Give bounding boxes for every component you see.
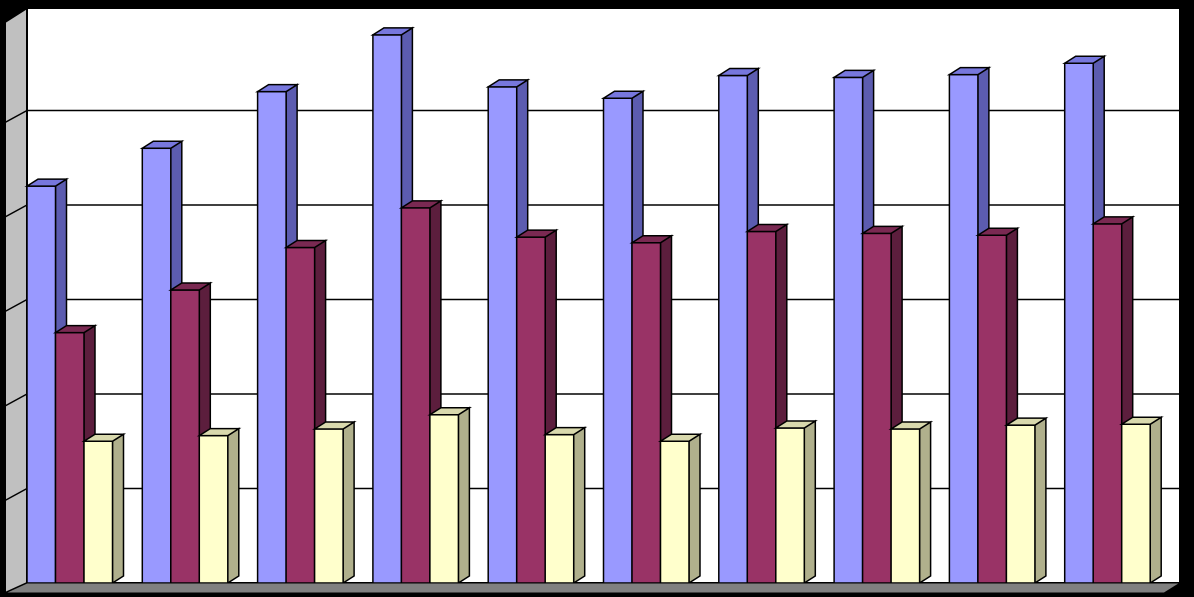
bar — [398, 199, 444, 585]
bar-top — [975, 227, 1020, 236]
bar-side — [227, 427, 240, 585]
bar — [542, 426, 588, 585]
bar-front — [285, 246, 316, 584]
bar-top — [485, 79, 531, 88]
bar-top — [52, 324, 98, 334]
bar-front — [313, 428, 344, 584]
bar — [81, 432, 127, 585]
bar-top — [24, 178, 70, 187]
bars — [24, 26, 1164, 585]
bar-side — [457, 406, 471, 585]
gridline-side — [4, 393, 28, 407]
bar-top — [1003, 417, 1049, 426]
bar-top — [716, 67, 761, 77]
bar-top — [81, 433, 127, 442]
gridline-side — [4, 109, 28, 124]
bar-front — [26, 185, 57, 584]
bar-top — [370, 27, 415, 36]
bar-top — [657, 433, 703, 442]
bar-front — [1092, 223, 1123, 584]
bar-side — [803, 419, 817, 585]
bar-top — [514, 229, 559, 238]
bar-top — [888, 421, 934, 430]
bar-front — [487, 86, 518, 584]
bar-front — [170, 289, 201, 584]
bar-side — [688, 432, 701, 585]
bar-top — [255, 83, 300, 93]
bar-side — [1034, 416, 1047, 585]
bar-top — [773, 420, 818, 429]
bar — [1003, 416, 1049, 585]
bar-top — [283, 239, 329, 249]
bar-front — [861, 232, 892, 584]
bar — [312, 420, 357, 585]
bar — [744, 223, 790, 585]
bar-front — [544, 433, 575, 584]
gridline-side — [4, 298, 28, 313]
bar-front — [429, 414, 460, 584]
bar-top — [196, 427, 242, 437]
bar — [657, 432, 703, 585]
bar-front — [54, 331, 85, 584]
bar-front — [515, 236, 546, 584]
bar-top — [600, 90, 646, 99]
bar — [888, 420, 934, 585]
bar-top — [1119, 416, 1164, 425]
bar-top — [398, 200, 444, 209]
bar-front — [602, 97, 633, 584]
bar-top — [744, 223, 790, 233]
bar-front — [1063, 62, 1094, 584]
gridline-side — [4, 204, 28, 218]
bar-top — [860, 225, 905, 235]
bar-front — [1005, 424, 1036, 584]
bar — [427, 406, 472, 585]
bar-side — [918, 420, 932, 585]
bar-front — [718, 74, 749, 584]
bar-front — [746, 230, 777, 584]
plot-floor — [4, 582, 1182, 594]
bar — [773, 419, 818, 585]
bar-front — [659, 440, 690, 584]
bar-top — [542, 426, 588, 436]
bar-front — [400, 207, 431, 584]
bar-front — [198, 434, 229, 584]
bar-front — [83, 440, 114, 584]
bar-top — [831, 69, 877, 79]
bar-front — [256, 90, 287, 584]
bar-side — [1149, 415, 1162, 585]
bar-top — [946, 66, 992, 76]
bar-side — [572, 426, 586, 585]
bar-top — [139, 140, 185, 150]
bar-top — [629, 235, 675, 244]
bar — [1119, 415, 1164, 585]
gridline-side — [4, 487, 28, 502]
bar-front — [977, 234, 1008, 584]
bar-front — [948, 73, 979, 584]
bar-top — [312, 421, 357, 430]
bar-top — [427, 407, 472, 416]
bar-front — [372, 34, 403, 584]
bar-front — [1120, 423, 1151, 584]
bar-front — [833, 76, 864, 584]
bar-front — [141, 147, 172, 584]
bar-top — [1062, 55, 1107, 64]
bar-front — [775, 427, 806, 584]
bar-side — [111, 432, 125, 585]
bar — [196, 427, 242, 585]
bar-front — [890, 428, 921, 584]
bar-front — [631, 242, 662, 584]
bar-top — [1090, 216, 1136, 225]
bar-side — [342, 420, 355, 585]
bar-top — [168, 282, 213, 291]
